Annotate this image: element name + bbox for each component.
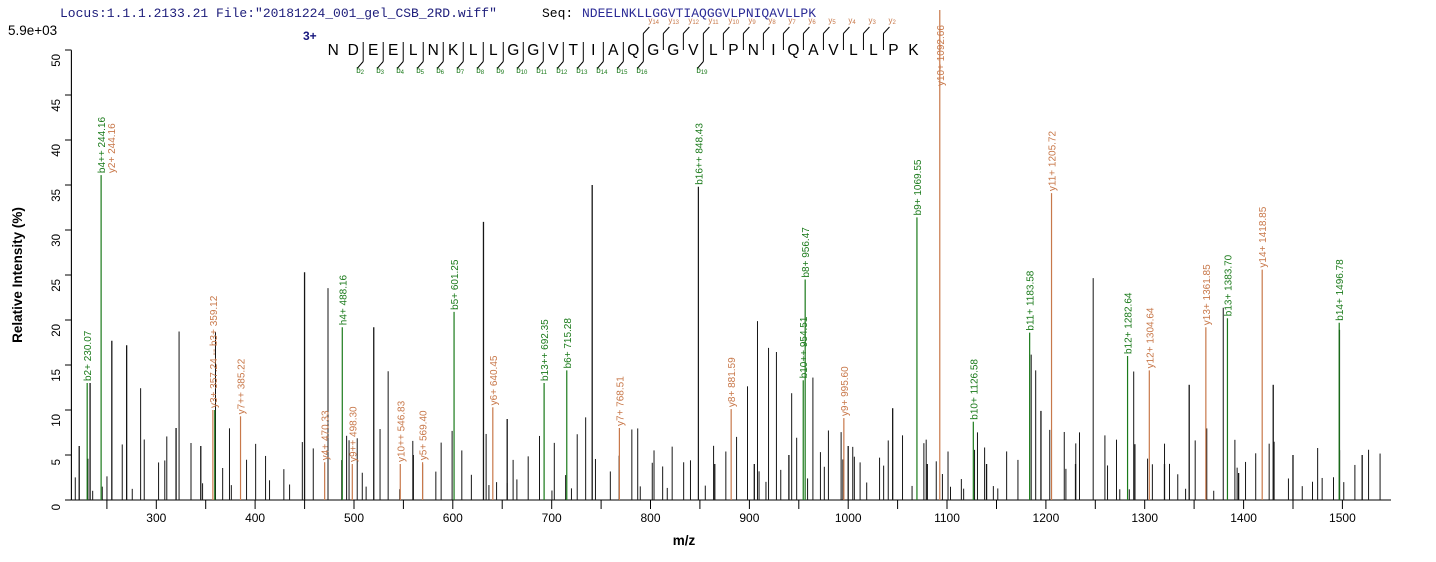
svg-text:1100: 1100 — [934, 511, 960, 525]
svg-text:700: 700 — [542, 511, 562, 525]
svg-text:b5+ 601.25: b5+ 601.25 — [450, 259, 461, 310]
svg-text:K: K — [908, 42, 919, 59]
svg-text:V: V — [688, 42, 699, 59]
svg-text:b13+ 1383.70: b13+ 1383.70 — [1223, 254, 1234, 316]
svg-text:1500: 1500 — [1329, 511, 1356, 525]
svg-text:L: L — [709, 42, 718, 59]
svg-text:y5+ 569.40: y5+ 569.40 — [419, 410, 430, 460]
svg-text:500: 500 — [344, 511, 364, 525]
svg-text:b10++ 954.51: b10++ 954.51 — [799, 316, 810, 378]
svg-text:800: 800 — [640, 511, 660, 525]
svg-text:N: N — [428, 42, 439, 59]
svg-text:y3+ 357.24 -- b3+ 359.12: y3+ 357.24 -- b3+ 359.12 — [209, 295, 220, 408]
svg-text:N: N — [748, 42, 759, 59]
svg-text:y10++ 546.83: y10++ 546.83 — [396, 400, 407, 462]
svg-text:G: G — [507, 42, 519, 59]
svg-text:b14+ 1496.78: b14+ 1496.78 — [1335, 259, 1346, 321]
svg-text:b6+ 715.28: b6+ 715.28 — [563, 318, 574, 369]
svg-text:40: 40 — [51, 144, 63, 157]
svg-text:b13++ 692.35: b13++ 692.35 — [540, 319, 551, 381]
svg-text:b10+ 1126.58: b10+ 1126.58 — [969, 359, 980, 420]
svg-text:A: A — [608, 42, 619, 59]
svg-text:b2+ 230.07: b2+ 230.07 — [83, 330, 94, 381]
svg-text:10: 10 — [51, 414, 63, 427]
svg-text:y13+ 1361.85: y13+ 1361.85 — [1202, 264, 1213, 325]
svg-text:15: 15 — [51, 369, 63, 382]
svg-text:600: 600 — [443, 511, 463, 525]
svg-text:y7++ 385.22: y7++ 385.22 — [237, 358, 248, 414]
svg-text:35: 35 — [51, 189, 63, 202]
svg-text:5.9e+03: 5.9e+03 — [8, 23, 57, 38]
svg-text:50: 50 — [51, 54, 63, 67]
svg-text:b16++ 848.43: b16++ 848.43 — [694, 123, 705, 185]
svg-text:NDEELNKLLGGVTIAQGGVLPNIQAVLLPK: NDEELNKLLGGVTIAQGGVLPNIQAVLLPK — [582, 6, 816, 21]
svg-text:b11+ 1183.58: b11+ 1183.58 — [1026, 270, 1037, 330]
svg-text:P: P — [888, 42, 898, 59]
svg-text:G: G — [527, 42, 539, 59]
svg-text:h4+ 488.16: h4+ 488.16 — [338, 274, 349, 325]
svg-text:L: L — [489, 42, 498, 59]
svg-text:y12+ 1304.64: y12+ 1304.64 — [1145, 307, 1156, 368]
svg-text:y10+ 1092.66: y10+ 1092.66 — [936, 25, 947, 86]
svg-text:T: T — [569, 42, 579, 59]
svg-text:K: K — [448, 42, 459, 59]
svg-text:y8+ 881.59: y8+ 881.59 — [727, 357, 738, 407]
svg-text:y11+ 1205.72: y11+ 1205.72 — [1048, 131, 1059, 192]
svg-text:P: P — [728, 42, 738, 59]
svg-text:L: L — [409, 42, 418, 59]
svg-text:Seq:: Seq: — [542, 6, 573, 21]
svg-text:Q: Q — [787, 42, 799, 59]
svg-text:L: L — [869, 42, 878, 59]
svg-text:b12+ 1282.64: b12+ 1282.64 — [1124, 292, 1135, 354]
svg-text:b8+ 956.47: b8+ 956.47 — [801, 227, 812, 278]
svg-text:A: A — [808, 42, 819, 59]
svg-text:25: 25 — [51, 279, 63, 292]
svg-text:30: 30 — [51, 234, 63, 247]
svg-text:Relative Intensity (%): Relative Intensity (%) — [10, 207, 25, 343]
svg-text:G: G — [647, 42, 659, 59]
svg-text:L: L — [469, 42, 478, 59]
svg-text:Q: Q — [627, 42, 639, 59]
svg-text:400: 400 — [245, 511, 265, 525]
svg-text:V: V — [548, 42, 559, 59]
svg-text:45: 45 — [51, 99, 63, 112]
svg-text:5: 5 — [51, 459, 63, 465]
svg-text:1300: 1300 — [1131, 511, 1158, 525]
svg-text:G: G — [667, 42, 679, 59]
svg-text:3+: 3+ — [303, 29, 317, 43]
svg-text:1400: 1400 — [1230, 511, 1257, 525]
svg-text:L: L — [849, 42, 858, 59]
svg-text:b9+ 1069.55: b9+ 1069.55 — [913, 159, 924, 215]
svg-text:0: 0 — [51, 504, 63, 510]
svg-text:y7+ 768.51: y7+ 768.51 — [615, 376, 626, 426]
svg-text:300: 300 — [146, 511, 166, 525]
svg-text:m/z: m/z — [673, 533, 696, 548]
svg-text:y9++ 498.30: y9++ 498.30 — [348, 406, 359, 462]
svg-text:1200: 1200 — [1033, 511, 1060, 525]
svg-text:E: E — [368, 42, 378, 59]
svg-text:y6+ 640.45: y6+ 640.45 — [489, 355, 500, 405]
svg-text:I: I — [591, 42, 595, 59]
svg-text:N: N — [328, 42, 339, 59]
svg-text:y4+ 470.33: y4+ 470.33 — [321, 410, 332, 460]
svg-text:y14+ 1418.85: y14+ 1418.85 — [1258, 206, 1269, 267]
svg-text:D: D — [348, 42, 359, 59]
svg-text:1000: 1000 — [835, 511, 862, 525]
svg-text:20: 20 — [51, 324, 63, 337]
svg-text:Locus:1.1.1.2133.21 File:"2018: Locus:1.1.1.2133.21 File:"20181224_001_g… — [60, 6, 497, 21]
svg-text:y9+ 995.60: y9+ 995.60 — [840, 366, 851, 416]
svg-text:I: I — [771, 42, 775, 59]
svg-text:V: V — [828, 42, 839, 59]
svg-text:E: E — [388, 42, 398, 59]
svg-text:900: 900 — [739, 511, 759, 525]
svg-text:y2+ 244.16: y2+ 244.16 — [107, 123, 118, 173]
